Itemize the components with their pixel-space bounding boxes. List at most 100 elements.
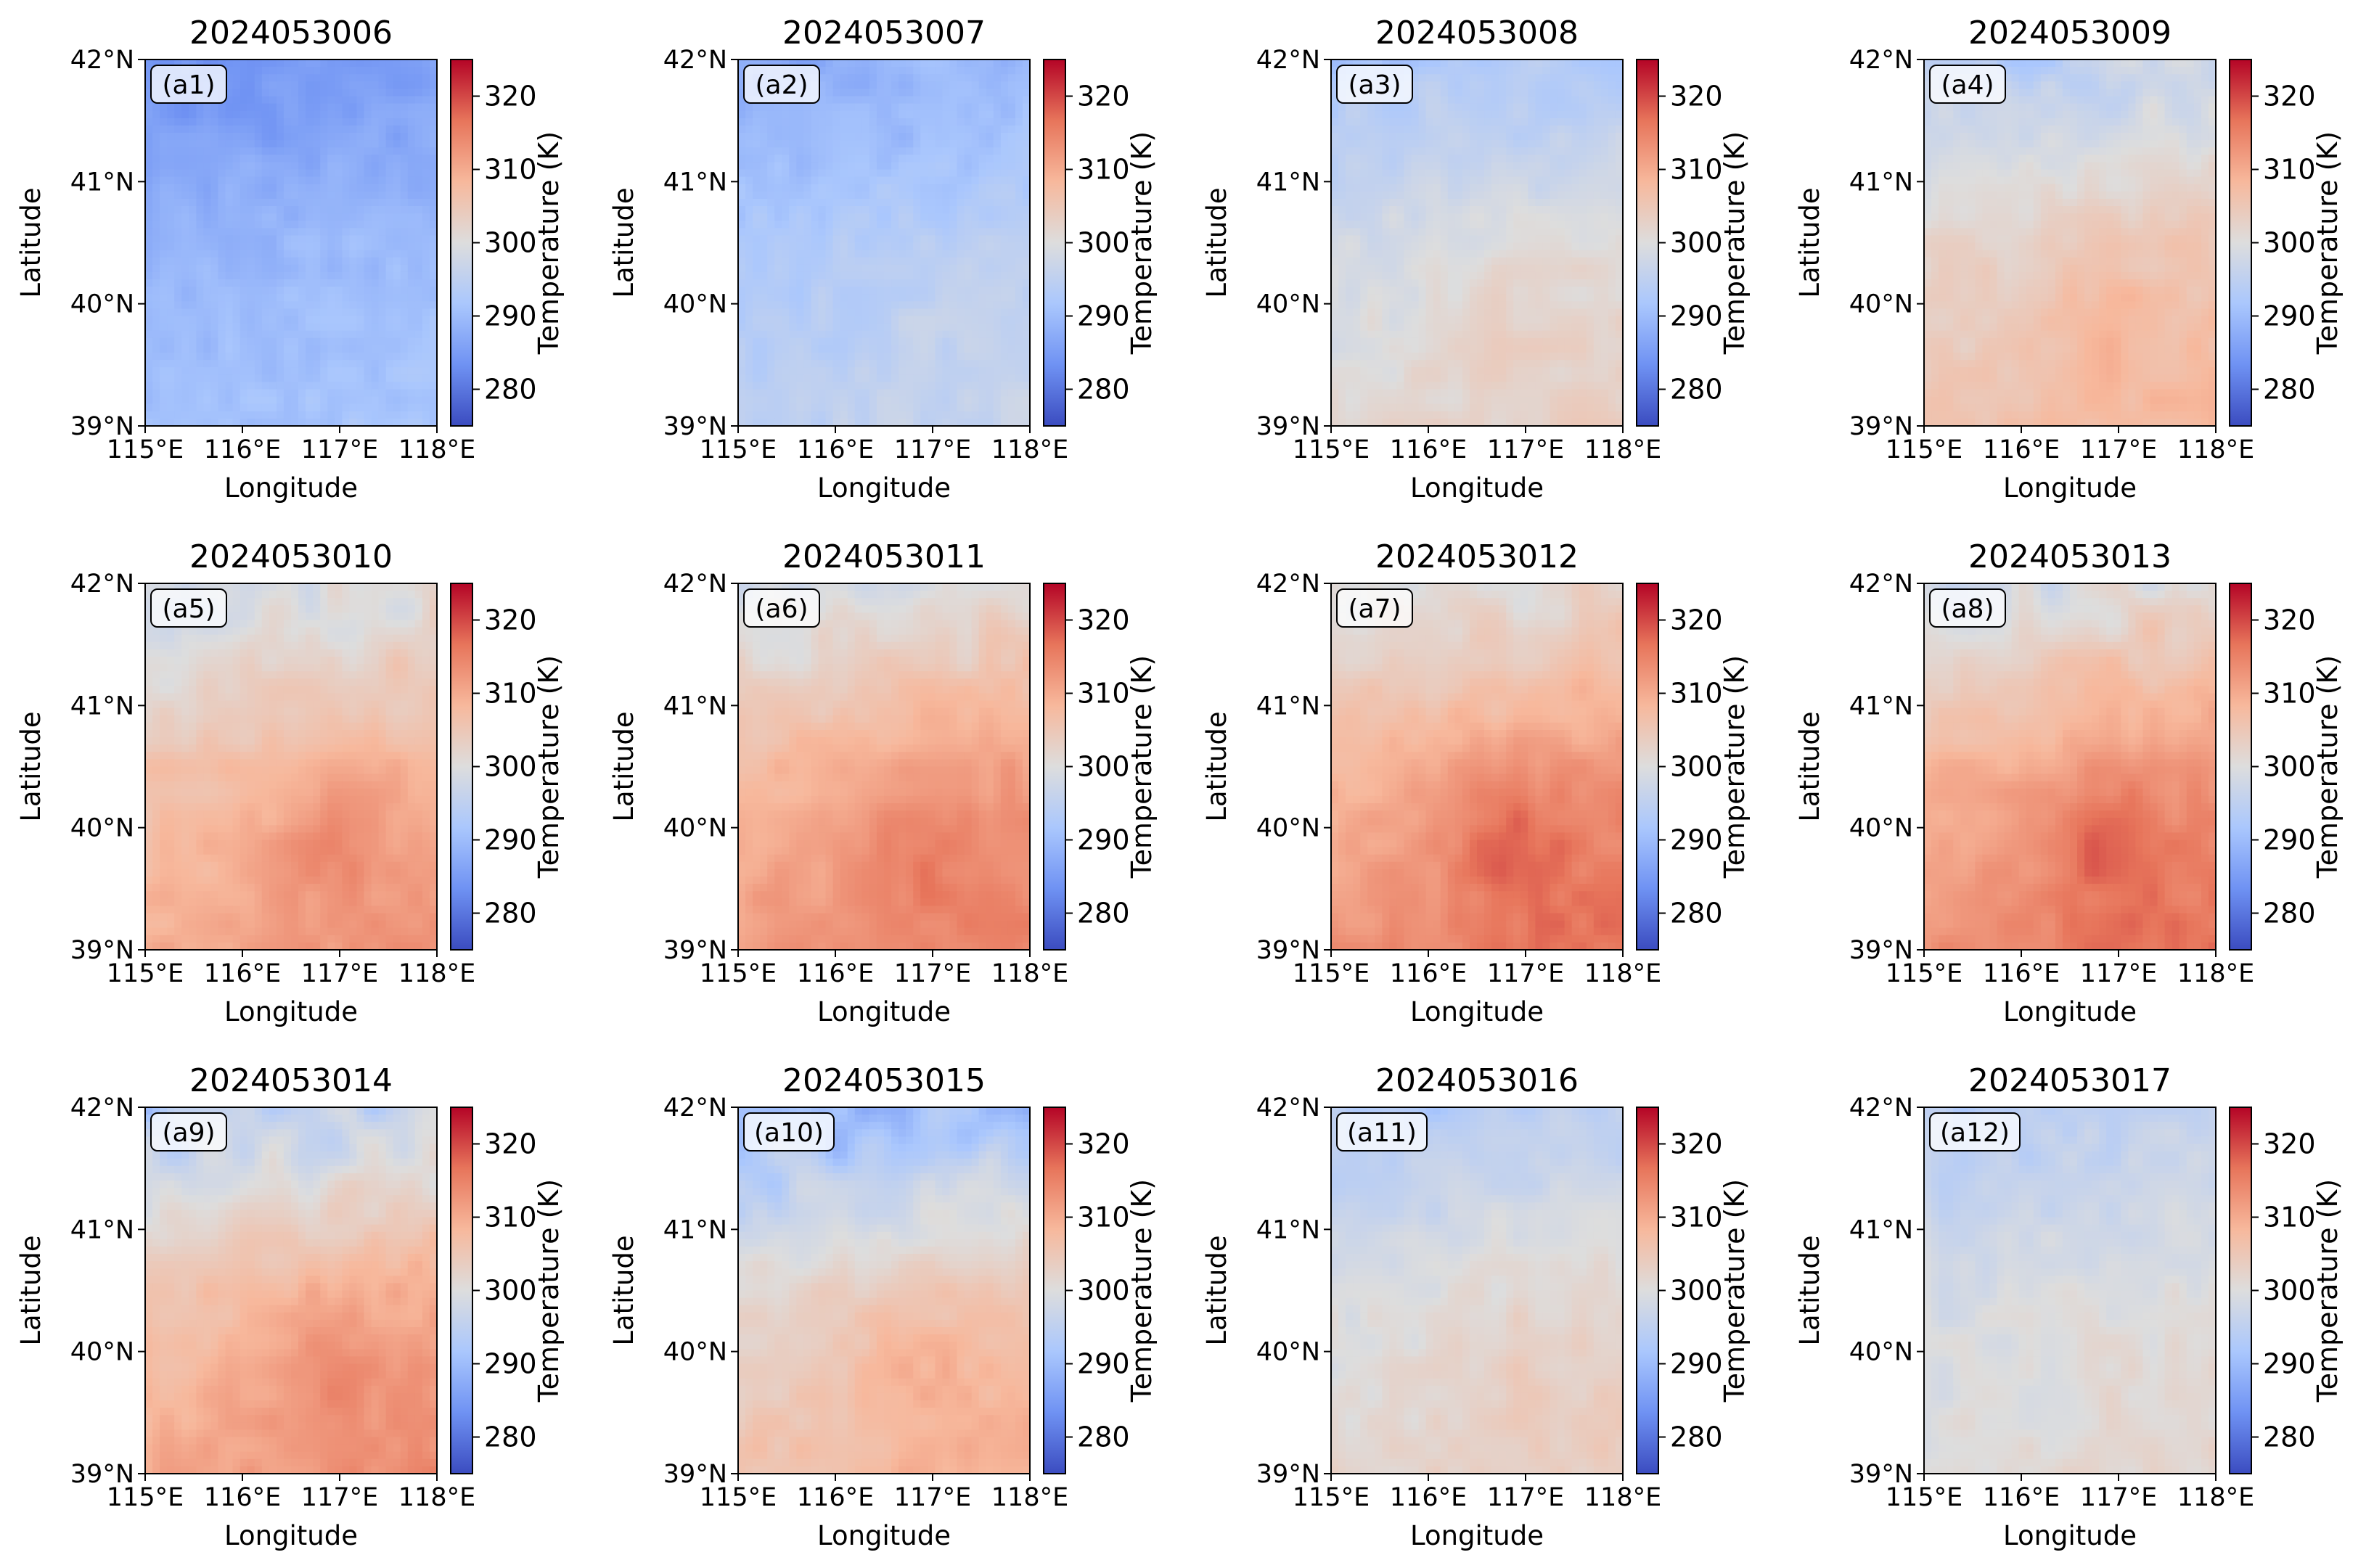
heatmap-cell (160, 118, 168, 126)
heatmap-cell (422, 338, 430, 346)
heatmap-cell (349, 258, 357, 266)
heatmap-cell (269, 192, 277, 200)
heatmap-cell (291, 243, 299, 251)
heatmap-cell (181, 170, 189, 178)
heatmap-cell (364, 345, 372, 353)
heatmap-cell (401, 118, 409, 126)
heatmap-cell (145, 206, 153, 214)
heatmap-cell (247, 206, 255, 214)
heatmap-cell (408, 221, 416, 229)
heatmap-cell (386, 192, 394, 200)
heatmap-cell (174, 287, 182, 295)
heatmap-cell (327, 345, 335, 353)
heatmap-cell (247, 360, 255, 368)
heatmap-cell (327, 374, 335, 382)
heatmap-cell (335, 353, 343, 361)
heatmap-cell (277, 265, 285, 273)
heatmap-cell (320, 390, 328, 398)
heatmap-cell (247, 147, 255, 155)
heatmap-cell (415, 199, 423, 207)
heatmap-cell (174, 301, 182, 309)
heatmap-cell (393, 67, 401, 75)
heatmap-cell (291, 301, 299, 309)
heatmap-cell (349, 272, 357, 280)
heatmap-cell (233, 81, 241, 89)
heatmap-cell (372, 301, 380, 309)
heatmap-cell (306, 301, 314, 309)
heatmap-cell (393, 324, 401, 332)
heatmap-cell (393, 162, 401, 170)
heatmap-cell (167, 170, 175, 178)
heatmap-cell (335, 184, 343, 192)
heatmap-cell (196, 331, 204, 339)
heatmap-cell (262, 74, 270, 82)
heatmap-cell (298, 199, 306, 207)
heatmap-cell (327, 390, 335, 398)
heatmap-cell (145, 324, 153, 332)
heatmap-cell (379, 192, 387, 200)
heatmap-cell (364, 74, 372, 82)
heatmap-cell (145, 199, 153, 207)
heatmap-cell (284, 104, 292, 112)
heatmap-cell (291, 67, 299, 75)
heatmap-cell (284, 170, 292, 178)
heatmap-cell (174, 279, 182, 287)
heatmap-cell (415, 89, 423, 97)
heatmap-cell (422, 126, 430, 134)
heatmap-cell (327, 162, 335, 170)
heatmap-cell (167, 206, 175, 214)
heatmap-cell (167, 192, 175, 200)
heatmap-cell (372, 170, 380, 178)
heatmap-cell (372, 367, 380, 375)
heatmap-cell (342, 162, 350, 170)
heatmap-cell (335, 250, 343, 258)
heatmap-cell (218, 258, 226, 266)
heatmap-cell (306, 228, 314, 236)
heatmap-cell (218, 228, 226, 236)
heatmap-cell (255, 308, 263, 316)
heatmap-cell (255, 360, 263, 368)
heatmap-cell (181, 133, 189, 141)
heatmap-cell (327, 367, 335, 375)
heatmap-cell (291, 294, 299, 302)
heatmap-cell (379, 155, 387, 163)
heatmap-cell (415, 184, 423, 192)
heatmap-cell (255, 243, 263, 251)
heatmap-cell (167, 308, 175, 316)
heatmap-cell (181, 397, 189, 405)
heatmap-cell (269, 206, 277, 214)
heatmap-cell (415, 59, 423, 67)
heatmap-cell (364, 170, 372, 178)
heatmap-cell (356, 338, 364, 346)
heatmap-cell (189, 265, 197, 273)
heatmap-cell (415, 294, 423, 302)
heatmap-cell (349, 308, 357, 316)
heatmap-cell (306, 367, 314, 375)
heatmap-cell (372, 382, 380, 390)
heatmap-cell (313, 170, 321, 178)
heatmap-cell (364, 184, 372, 192)
heatmap-cell (356, 235, 364, 243)
heatmap-cell (160, 390, 168, 398)
heatmap-cell (356, 324, 364, 332)
heatmap-cell (386, 177, 394, 185)
heatmap-cell (306, 104, 314, 112)
heatmap-cell (401, 97, 409, 104)
heatmap-cell (401, 133, 409, 141)
heatmap-cell (269, 89, 277, 97)
heatmap-cell (247, 213, 255, 221)
heatmap-cell (372, 213, 380, 221)
heatmap-cell (152, 228, 160, 236)
heatmap-cell (160, 397, 168, 405)
heatmap-cell (415, 213, 423, 221)
heatmap-cell (320, 258, 328, 266)
heatmap-cell (313, 324, 321, 332)
heatmap-cell (401, 199, 409, 207)
heatmap-cell (422, 104, 430, 112)
heatmap-cell (356, 74, 364, 82)
heatmap-cell (349, 89, 357, 97)
heatmap-cell (233, 374, 241, 382)
heatmap-cell (145, 192, 153, 200)
heatmap-cell (408, 59, 416, 67)
heatmap-cell (386, 206, 394, 214)
